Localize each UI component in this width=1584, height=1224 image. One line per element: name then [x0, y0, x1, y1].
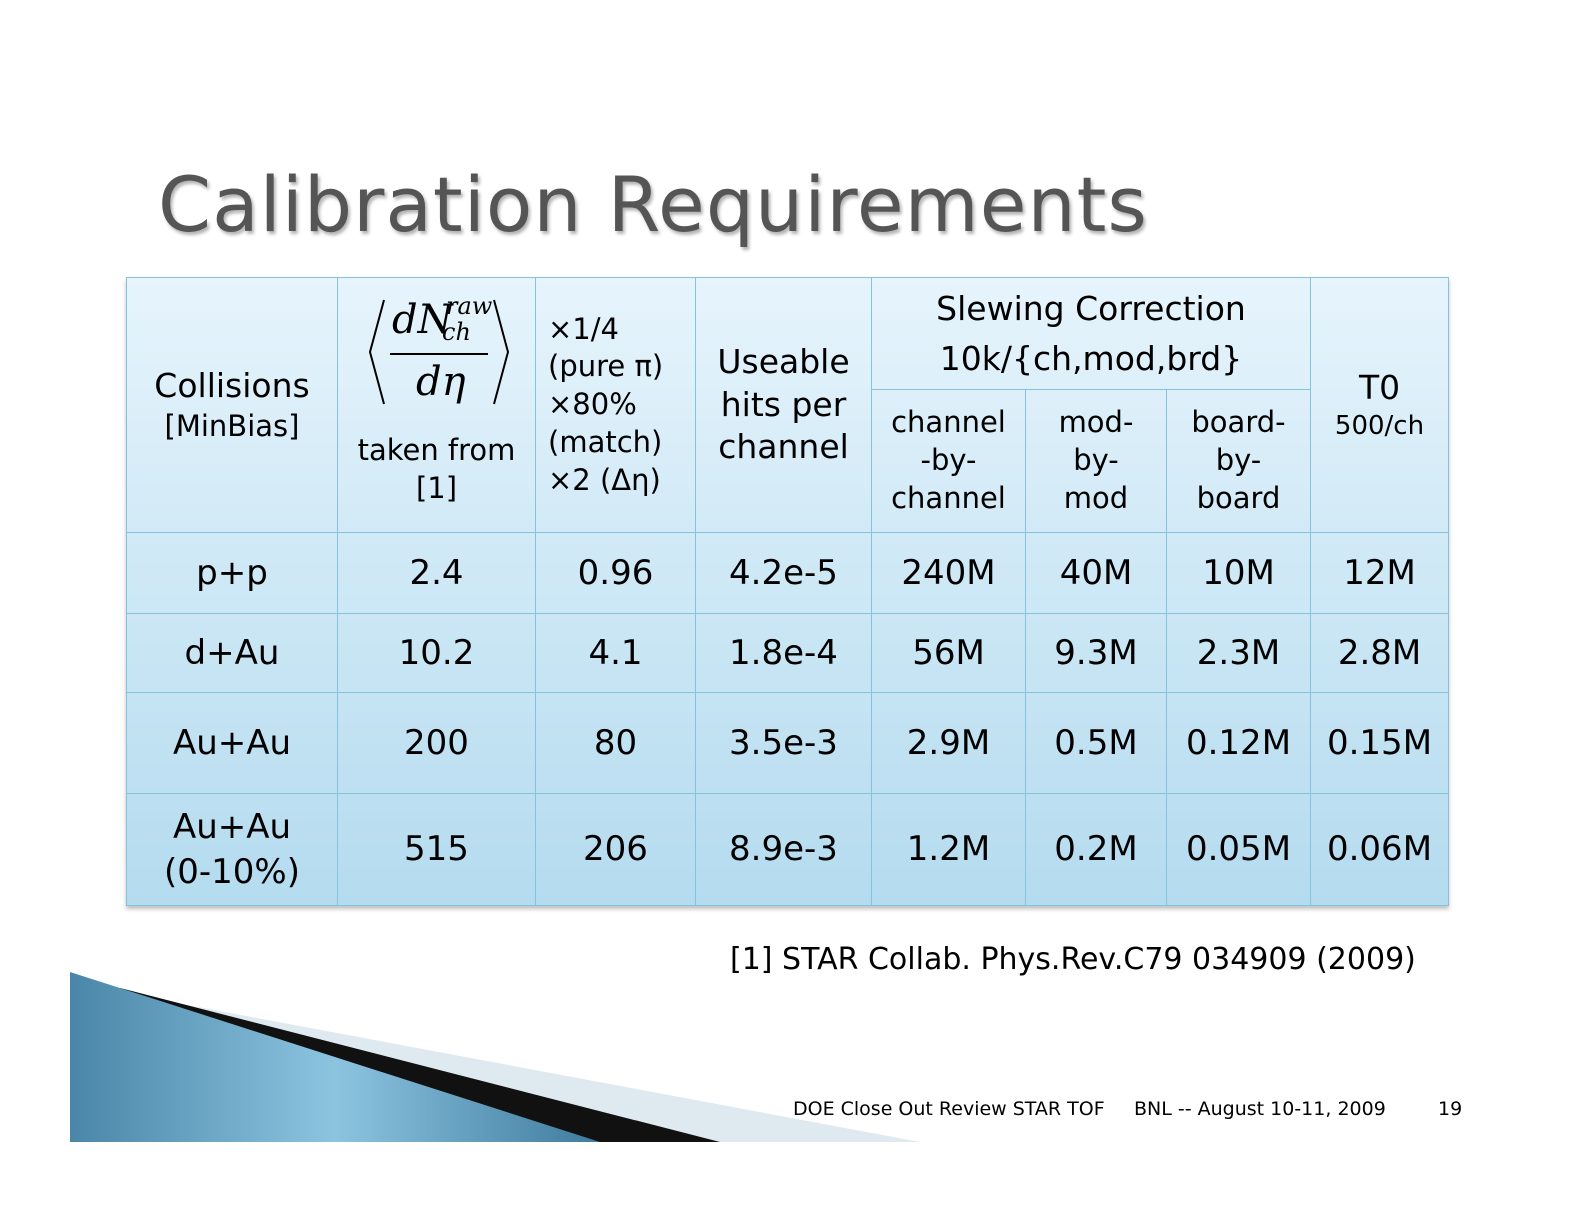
- header-text: mod-: [1058, 405, 1134, 440]
- row-label-text: Au+Au: [172, 807, 292, 848]
- table-cell: 4.1: [535, 613, 696, 693]
- row-label: d+Au: [126, 613, 338, 693]
- header-text: hits per: [720, 384, 847, 424]
- table-cell: 12M: [1310, 532, 1450, 614]
- header-text: (pure π): [548, 349, 664, 384]
- table-cell: 2.8M: [1310, 613, 1450, 693]
- header-text: Collisions: [154, 365, 310, 405]
- header-text: [1]: [415, 471, 458, 505]
- table-cell: 0.12M: [1165, 692, 1312, 794]
- row-label: Au+Au: [126, 692, 338, 794]
- header-text: 10k/{ch,mod,brd}: [939, 338, 1243, 378]
- table-cell: 2.3M: [1165, 613, 1312, 693]
- header-text: [MinBias]: [164, 408, 300, 443]
- table-row: Au+Au 200 80 3.5e-3 2.9M 0.5M 0.12M 0.15M: [126, 692, 1450, 794]
- angle-brackets: [368, 300, 510, 405]
- denominator: dη: [416, 359, 466, 406]
- table-cell: 0.5M: [1025, 692, 1167, 794]
- table-cell: 9.3M: [1025, 613, 1167, 693]
- header-cell: Slewing Correction 10k/{ch,mod,brd}: [870, 277, 1312, 390]
- header-text: -by-: [920, 443, 977, 478]
- header-text: mod: [1063, 480, 1129, 515]
- superscript: raw: [446, 292, 493, 321]
- table-cell: 8.9e-3: [695, 793, 872, 906]
- table-cell: 515: [337, 793, 536, 906]
- table-cell: 40M: [1025, 532, 1167, 614]
- formula: dN raw ch dη: [338, 292, 535, 412]
- table-cell: 206: [535, 793, 696, 906]
- header-cell: channel -by-channel: [871, 389, 1026, 533]
- table-cell: 0.96: [535, 532, 696, 614]
- header-cell: ×1/4 (pure π) ×80% (match) ×2 (Δη): [535, 277, 696, 533]
- header-cell: Useable hits per channel: [695, 277, 872, 533]
- header-text: taken from: [357, 433, 516, 468]
- table: Collisions [MinBias] dN raw ch dη taken f…: [126, 277, 1450, 906]
- table-cell: 240M: [871, 532, 1026, 614]
- header-text: Slewing Correction: [936, 289, 1246, 328]
- header-cell: Collisions [MinBias]: [126, 277, 338, 533]
- footer-date: BNL -- August 10-11, 2009: [1134, 1098, 1386, 1120]
- table-cell: 0.15M: [1310, 692, 1450, 794]
- table-cell: 80: [535, 692, 696, 794]
- row-label-text: Au+Au: [172, 722, 292, 763]
- header-text: ×1/4: [548, 311, 619, 346]
- row-label: p+p: [126, 532, 338, 614]
- header-text: channel: [891, 480, 1006, 515]
- header-text: ×2 (Δη): [548, 462, 661, 497]
- header-text: T0: [1358, 367, 1401, 407]
- table-cell: 0.06M: [1310, 793, 1450, 906]
- table-cell: 2.4: [337, 532, 536, 614]
- header-text: by-: [1215, 443, 1262, 478]
- table-cell: 1.8e-4: [695, 613, 872, 693]
- table-row: p+p 2.4 0.96 4.2e-5 240M 40M 10M 12M: [126, 532, 1450, 614]
- table-cell: 4.2e-5: [695, 532, 872, 614]
- header-text: board: [1196, 480, 1281, 515]
- header-text: Useable: [717, 341, 850, 381]
- header-text: by-: [1073, 443, 1119, 478]
- footnote: [1] STAR Collab. Phys.Rev.C79 034909 (20…: [730, 942, 1416, 977]
- numerator: dN: [392, 297, 453, 344]
- table-row: Au+Au (0-10%) 515 206 8.9e-3 1.2M 0.2M 0.05M 0.0…: [126, 793, 1450, 906]
- row-label-text: (0-10%): [164, 851, 300, 892]
- header-text: ×80%: [548, 387, 637, 422]
- header-text: channel: [891, 405, 1006, 440]
- subscript: ch: [442, 318, 471, 347]
- title: Calibration Requirements: [158, 160, 1149, 249]
- header-text: (match): [548, 424, 663, 459]
- header-cell: board-by-board: [1165, 389, 1312, 533]
- row-label-text: p+p: [196, 552, 268, 593]
- table-cell: 10M: [1165, 532, 1312, 614]
- table-cell: 0.05M: [1165, 793, 1312, 906]
- page-number: 19: [1438, 1098, 1463, 1120]
- row-label: Au+Au (0-10%): [126, 793, 338, 906]
- table-cell: 200: [337, 692, 536, 794]
- header-text: 500/ch: [1334, 410, 1425, 441]
- table-cell: 2.9M: [871, 692, 1026, 794]
- header-cell: dN raw ch dη taken from [1]: [337, 277, 536, 533]
- row-label-text: d+Au: [184, 632, 280, 673]
- footer-event: DOE Close Out Review STAR TOF: [793, 1098, 1105, 1120]
- table-row: d+Au 10.2 4.1 1.8e-4 56M 9.3M 2.3M 2.8M: [126, 613, 1450, 693]
- header-text: board-: [1191, 405, 1286, 440]
- table-cell: 0.2M: [1025, 793, 1167, 906]
- header-text: channel: [718, 427, 849, 467]
- header-cell: mod-by-mod: [1025, 389, 1167, 533]
- table-cell: 3.5e-3: [695, 692, 872, 794]
- table-cell: 1.2M: [871, 793, 1026, 906]
- table-cell: 56M: [871, 613, 1026, 693]
- header-cell: T0 500/ch: [1310, 277, 1450, 533]
- table-cell: 10.2: [337, 613, 536, 693]
